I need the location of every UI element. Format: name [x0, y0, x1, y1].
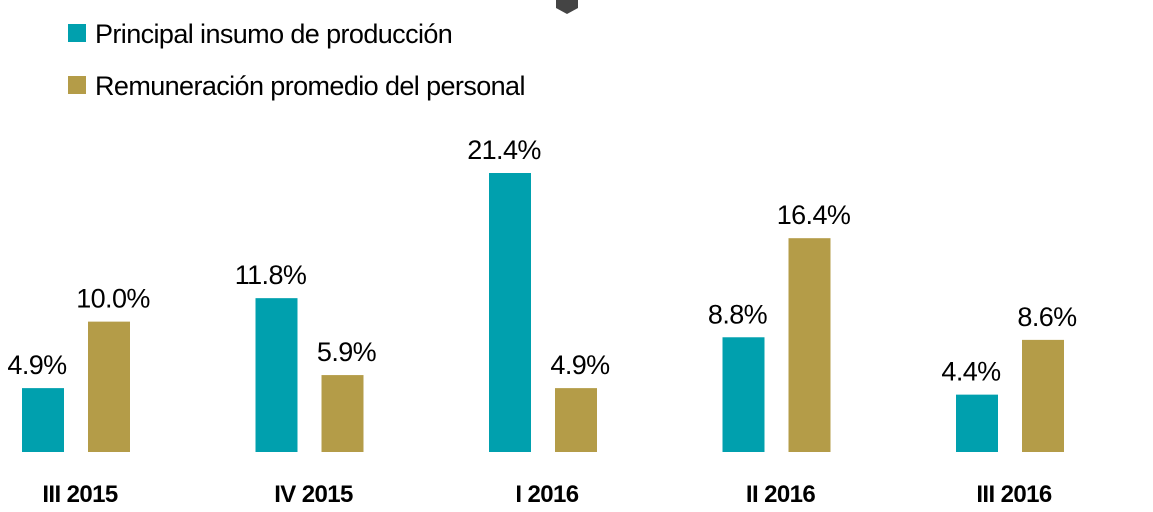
value-label: 5.9% [317, 337, 377, 367]
value-label: 4.9% [550, 350, 610, 380]
bar [956, 394, 998, 452]
value-label: 10.0% [76, 284, 150, 314]
bar [22, 388, 64, 452]
legend-swatch [68, 24, 86, 42]
legend-label: Principal insumo de producción [95, 19, 452, 49]
bar [722, 337, 765, 452]
legend-label: Remuneración promedio del personal [95, 71, 525, 101]
bar [555, 388, 597, 452]
legend-swatch [68, 76, 86, 94]
x-tick-label: III 2016 [976, 481, 1052, 508]
bar [1022, 339, 1064, 452]
x-tick-label: I 2016 [515, 481, 578, 508]
bar [321, 375, 364, 452]
value-label: 8.8% [708, 299, 768, 329]
value-label: 16.4% [777, 200, 851, 230]
x-tick-label: II 2016 [746, 481, 815, 508]
bar [788, 238, 831, 452]
x-tick-label: III 2015 [42, 481, 118, 508]
bar [88, 321, 130, 452]
value-label: 11.8% [235, 260, 307, 290]
bar [255, 298, 298, 452]
value-label: 21.4% [467, 135, 541, 165]
x-tick-label: IV 2015 [274, 481, 353, 508]
value-label: 4.4% [941, 357, 1001, 387]
bar [489, 173, 531, 452]
decoration [556, 0, 578, 14]
value-label: 4.9% [7, 350, 67, 380]
value-label: 8.6% [1017, 302, 1077, 332]
